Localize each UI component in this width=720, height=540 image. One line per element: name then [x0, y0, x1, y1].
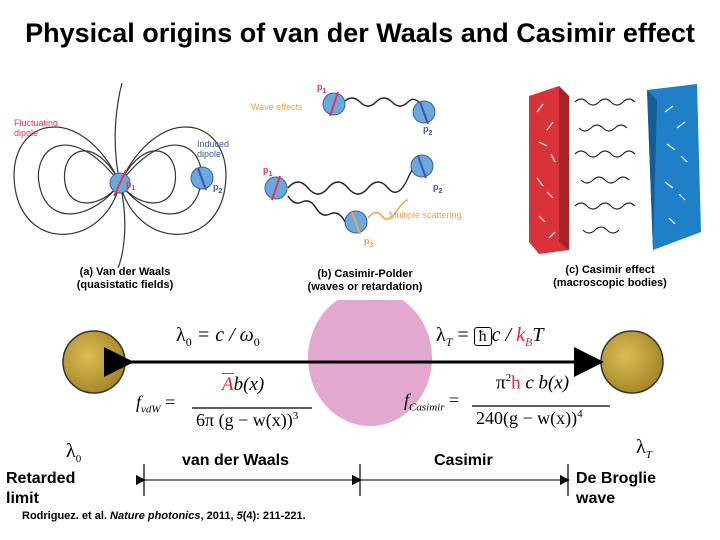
- caption-c: (c) Casimir effect (macroscopic bodies): [553, 264, 667, 289]
- fcas-lhs: fCasimir =: [404, 390, 460, 414]
- p2-label-b-mid: p2: [433, 182, 443, 195]
- p1-label-a: p1: [126, 179, 136, 192]
- de-broglie-label: De Broglie wave: [576, 470, 657, 507]
- casimir-plates-figure: [529, 84, 701, 254]
- caption-a: (a) Van der Waals (quasistatic fields): [76, 266, 174, 291]
- caption-b: (b) Casimir-Polder (waves or retardation): [307, 268, 423, 293]
- field-lines: [13, 82, 227, 268]
- wave-middle: [287, 164, 419, 195]
- left-sphere: [62, 330, 126, 394]
- fvdw-denominator: 6π (g − w(x))3: [196, 410, 299, 430]
- arrow-p1-mid: [271, 175, 281, 201]
- lambdaT-scale-label: λT: [636, 436, 652, 461]
- plate-arrows: [536, 103, 688, 239]
- wave-scatter: [367, 199, 409, 220]
- fluctuating-dipole-label: Fluctuating dipole: [14, 118, 59, 138]
- retarded-limit-label: Retarded limit: [6, 470, 76, 507]
- lambda0-equation: λ0 = c / ω0: [176, 324, 260, 349]
- arrow-p3: [351, 211, 361, 235]
- multiple-scattering-label: Multiple scattering: [389, 210, 462, 220]
- p3-label-b: p3: [364, 236, 374, 249]
- vdw-dipole-figure: [13, 82, 227, 268]
- induced-dipole-arrow: [197, 167, 207, 191]
- scale-diagram: [62, 300, 664, 496]
- hbar-box: ħ: [473, 327, 492, 346]
- p1-label-b-top: p1: [317, 82, 327, 95]
- arrow-p1-top: [329, 91, 339, 117]
- fcas-denominator: 240(g − w(x))4: [476, 408, 583, 428]
- vdw-range-label: van der Waals: [182, 452, 290, 469]
- arrow-p2-mid: [417, 155, 427, 179]
- fvdw-numerator: Ab(x): [222, 374, 265, 395]
- vacuum-waves: [574, 98, 636, 234]
- p1-label-b-mid: p1: [263, 165, 273, 178]
- wave-effects-label: Wave effects: [251, 102, 303, 112]
- casimir-polder-figure: [264, 91, 436, 235]
- arrow-p2-top: [419, 101, 429, 125]
- induced-dipole-label: Induced dipole: [197, 139, 230, 159]
- citation: Rodriguez. et al. Nature photonics, 2011…: [22, 510, 306, 522]
- slide-title: Physical origins of van der Waals and Ca…: [25, 18, 695, 48]
- casimir-range-label: Casimir: [434, 452, 493, 469]
- fcas-numerator: π2h c b(x): [496, 372, 570, 394]
- fluctuating-dipole-arrow: [113, 169, 127, 197]
- blue-plate: [647, 84, 701, 250]
- wave-top: [343, 97, 425, 111]
- p2-label-b-top: p2: [423, 124, 433, 137]
- fvdw-lhs: fvdW =: [136, 392, 176, 416]
- p2-label-a: p2: [213, 182, 223, 195]
- right-sphere: [600, 330, 664, 394]
- lambda0-scale-label: λ0: [66, 440, 82, 465]
